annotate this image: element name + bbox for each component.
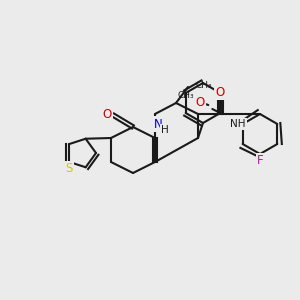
Text: CH₃: CH₃ — [196, 80, 213, 89]
Text: F: F — [257, 154, 263, 167]
Text: O: O — [196, 97, 205, 110]
Text: H: H — [161, 125, 169, 135]
Text: N: N — [154, 118, 162, 130]
Text: NH: NH — [230, 119, 246, 129]
Text: O: O — [102, 109, 112, 122]
Text: CH₃: CH₃ — [177, 91, 194, 100]
Text: S: S — [65, 162, 73, 175]
Text: O: O — [215, 85, 225, 98]
